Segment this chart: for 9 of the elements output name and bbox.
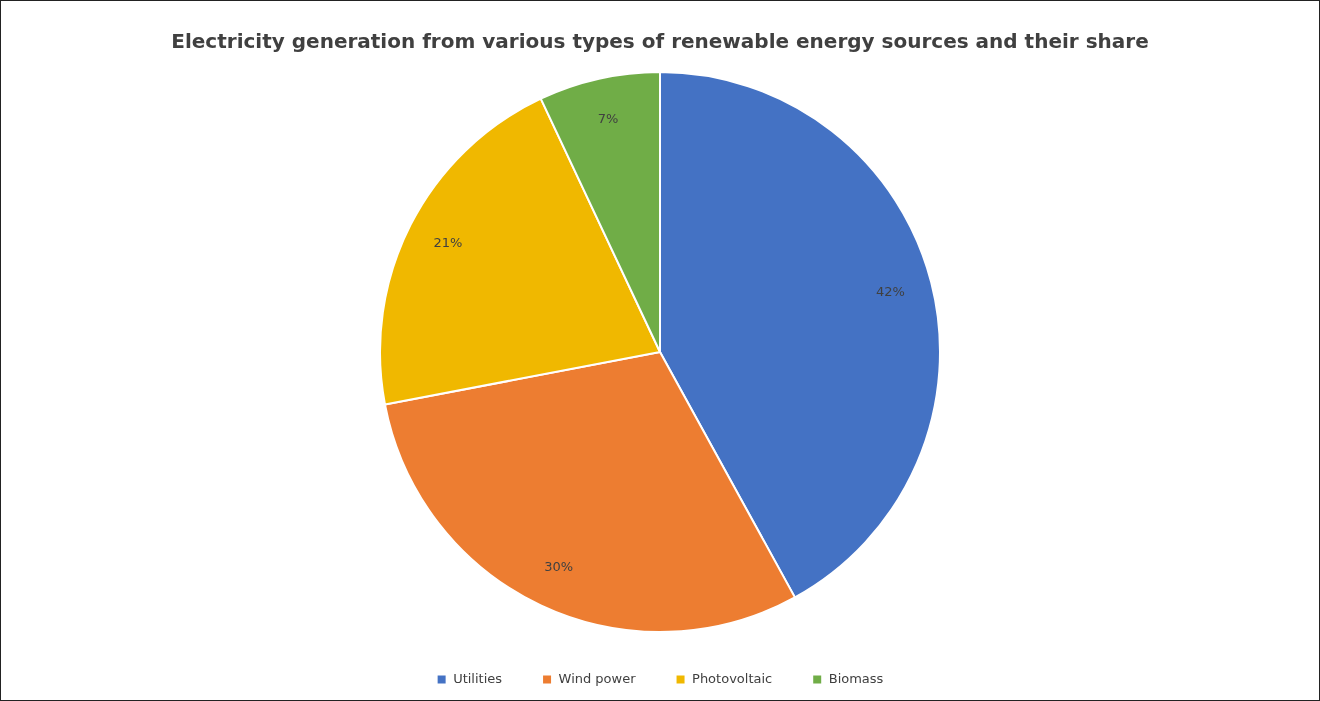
- legend-label: Photovoltaic: [692, 670, 773, 686]
- legend-label: Biomass: [828, 670, 884, 686]
- data-label: 7%: [597, 111, 619, 127]
- legend-label: Utilities: [453, 670, 503, 686]
- data-label: 30%: [544, 558, 574, 574]
- chart-title: Electricity generation from various types of renewable energy sources and their share: [171, 29, 1149, 54]
- data-label: 21%: [433, 235, 463, 251]
- legend-label: Wind power: [558, 670, 637, 686]
- data-label: 42%: [876, 284, 905, 300]
